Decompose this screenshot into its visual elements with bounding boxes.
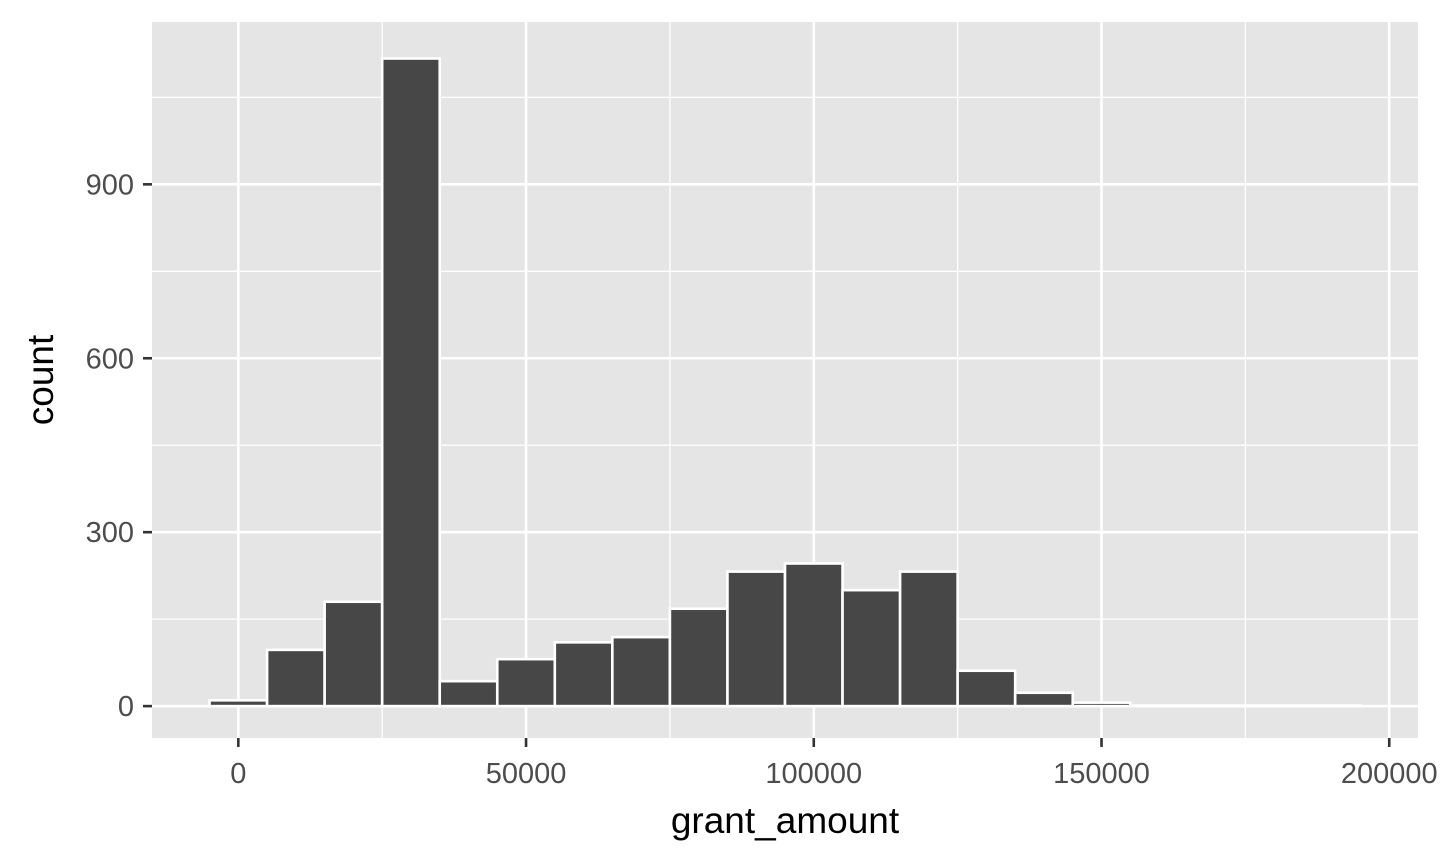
- histogram-bar: [956, 669, 1017, 708]
- histogram-bar: [1186, 704, 1247, 708]
- x-axis-title: grant_amount: [671, 800, 900, 841]
- histogram-bar: [1244, 704, 1305, 708]
- y-axis: 0 300 600 900: [86, 169, 152, 723]
- x-tick-label: 0: [230, 758, 246, 790]
- histogram-bar: [1128, 704, 1190, 708]
- histogram-bar: [1301, 704, 1362, 708]
- y-axis-title: count: [20, 334, 61, 425]
- histogram-bars: [208, 57, 1362, 708]
- y-tick-label: 0: [118, 691, 134, 723]
- histogram-bar: [668, 607, 729, 708]
- histogram-bar: [208, 699, 269, 708]
- histogram-bar: [1071, 701, 1132, 708]
- histogram-bar: [898, 570, 959, 708]
- x-axis: 0 50000 100000 150000 200000: [230, 738, 1438, 790]
- histogram-bar: [553, 641, 614, 708]
- x-tick-label: 100000: [765, 758, 862, 790]
- histogram-bar: [438, 679, 499, 708]
- histogram-bar: [726, 570, 787, 708]
- histogram-bar: [841, 588, 902, 708]
- histogram-bar: [265, 648, 326, 708]
- histogram-bar: [611, 635, 672, 708]
- y-tick-label: 900: [86, 169, 134, 201]
- histogram-bar: [495, 657, 557, 708]
- y-tick-label: 600: [86, 343, 134, 375]
- y-tick-label: 300: [86, 517, 134, 549]
- histogram-bar: [323, 600, 384, 708]
- x-tick-label: 150000: [1053, 758, 1150, 790]
- x-tick-label: 200000: [1341, 758, 1438, 790]
- histogram-bar: [380, 57, 442, 708]
- x-tick-label: 50000: [486, 758, 567, 790]
- histogram-bar: [1013, 691, 1075, 708]
- histogram-bar: [783, 562, 844, 708]
